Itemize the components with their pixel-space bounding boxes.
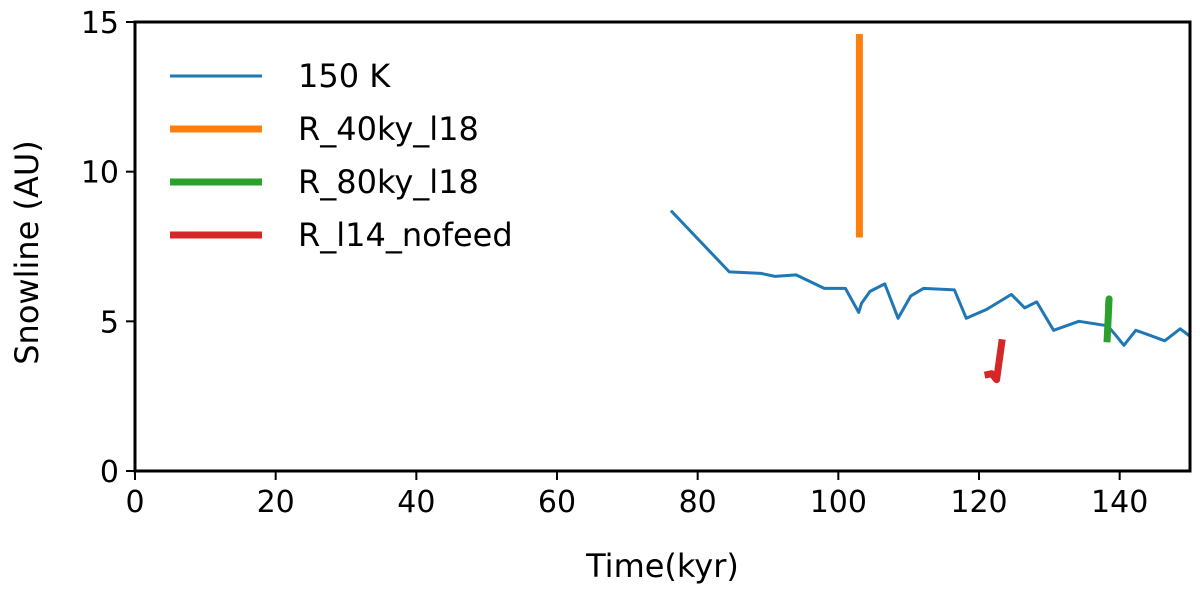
legend: 150 K R_40ky_l18 R_80ky_l18 R_l14_nofeed bbox=[170, 57, 513, 254]
x-tick-label: 20 bbox=[257, 485, 295, 520]
series-line-2 bbox=[1103, 295, 1113, 343]
legend-label-3: R_l14_nofeed bbox=[298, 216, 513, 254]
y-tick-label: 15 bbox=[81, 6, 119, 41]
ticks-layer: 0 20 40 60 80 100 120 140 0 5 10 15 bbox=[81, 6, 1148, 520]
x-axis-label: Time(kyr) bbox=[585, 547, 739, 585]
x-tick-label: 60 bbox=[538, 485, 576, 520]
x-tick-label: 100 bbox=[810, 485, 867, 520]
legend-label-0: 150 K bbox=[298, 57, 391, 95]
y-tick-label: 10 bbox=[81, 156, 119, 191]
y-tick-label: 0 bbox=[100, 455, 119, 490]
legend-label-2: R_80ky_l18 bbox=[298, 163, 479, 201]
x-tick-label: 0 bbox=[125, 485, 144, 520]
series-line-3 bbox=[983, 338, 1006, 384]
y-tick-label: 5 bbox=[100, 305, 119, 340]
x-tick-label: 120 bbox=[950, 485, 1007, 520]
x-tick-label: 80 bbox=[679, 485, 717, 520]
y-axis-label: Snowline (AU) bbox=[8, 140, 46, 365]
series-line-0 bbox=[669, 209, 1190, 347]
x-tick-label: 40 bbox=[397, 485, 435, 520]
x-tick-label: 140 bbox=[1091, 485, 1148, 520]
series-layer bbox=[669, 34, 1190, 384]
plot-frame bbox=[133, 20, 1192, 473]
legend-label-1: R_40ky_l18 bbox=[298, 110, 479, 148]
